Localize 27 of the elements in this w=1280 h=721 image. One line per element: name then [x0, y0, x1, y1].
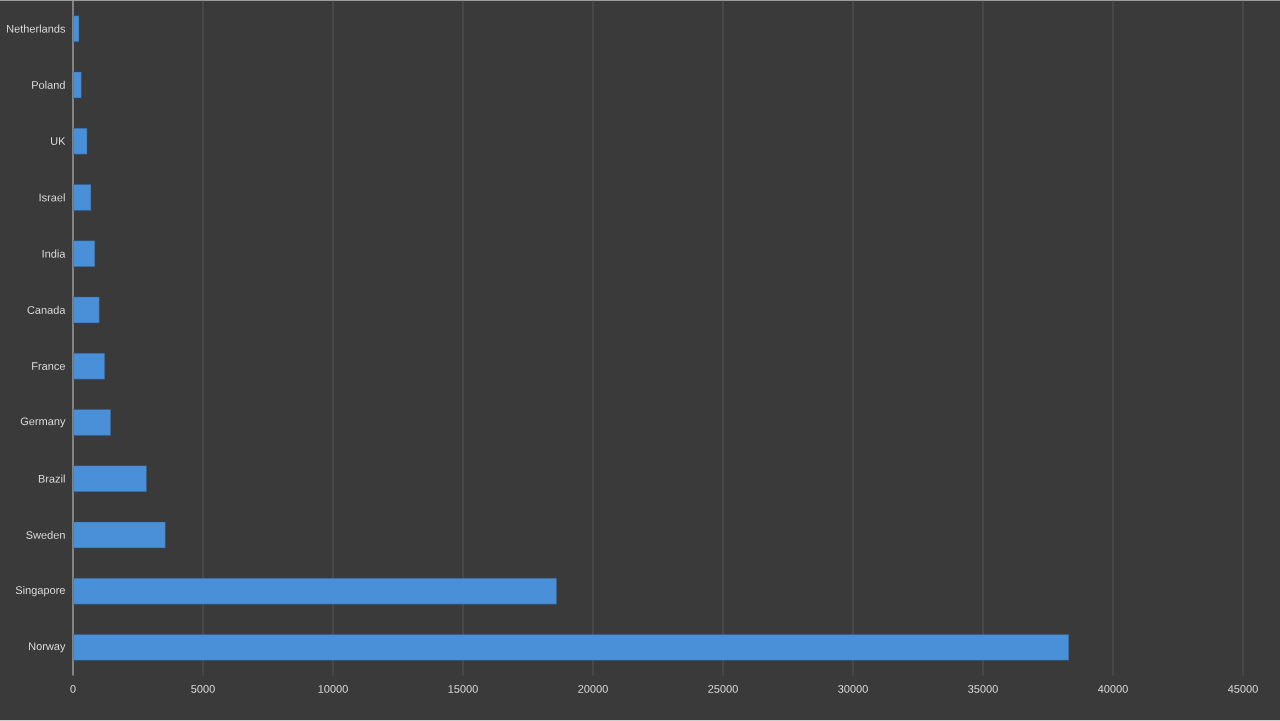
- y-tick-label: Sweden: [26, 531, 65, 540]
- y-tick-label: Netherlands: [7, 24, 66, 33]
- x-tick-label: 30000: [838, 685, 868, 694]
- bar: [73, 634, 1069, 661]
- y-tick-label: Canada: [27, 306, 66, 315]
- bar: [73, 578, 557, 605]
- x-tick-label: 0: [70, 685, 76, 694]
- x-tick-label: 20000: [578, 685, 608, 694]
- x-tick-label: 5000: [191, 685, 215, 694]
- bar: [73, 409, 111, 436]
- y-tick-label: Israel: [39, 193, 65, 202]
- bar: [73, 465, 147, 493]
- y-tick-label: France: [32, 362, 65, 371]
- y-tick-label: Germany: [20, 417, 66, 428]
- x-tick-label: 10000: [318, 685, 348, 694]
- y-tick-label: Singapore: [15, 586, 65, 597]
- x-tick-label: 25000: [708, 685, 738, 694]
- y-tick-label: Brazil: [38, 474, 65, 483]
- bar: [73, 521, 166, 549]
- x-tick-label: 40000: [1097, 685, 1128, 694]
- y-tick-label: India: [42, 249, 66, 258]
- x-tick-label: 35000: [968, 685, 998, 694]
- y-tick-label: Norway: [29, 642, 66, 653]
- y-tick-label: Poland: [32, 81, 65, 90]
- x-tick-label: 15000: [448, 685, 478, 694]
- y-tick-label: UK: [51, 137, 66, 146]
- x-tick-label: 45000: [1227, 685, 1258, 694]
